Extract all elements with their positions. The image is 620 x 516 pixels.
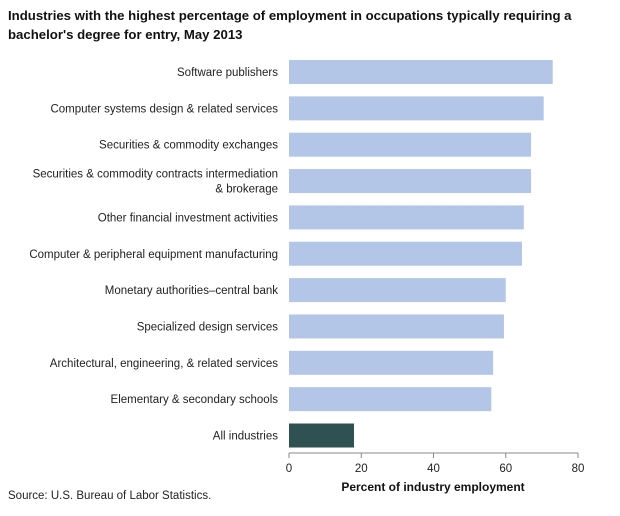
x-tick-label: 60 — [499, 463, 512, 475]
x-tick-label: 20 — [355, 463, 368, 475]
category-label-2: Computer systems design & related servic… — [50, 103, 278, 115]
bar-11 — [289, 423, 355, 448]
category-label-7: Monetary authorities–central bank — [105, 285, 278, 297]
bar-2 — [289, 96, 544, 121]
x-axis-title: Percent of industry employment — [341, 480, 524, 494]
bar-9 — [289, 350, 494, 375]
bar-8 — [289, 314, 504, 339]
bar-5 — [289, 205, 524, 230]
category-label-10: Elementary & secondary schools — [111, 394, 279, 406]
category-label-4: Securities & commodity contracts interme… — [33, 169, 278, 196]
category-label-6: Computer & peripheral equipment manufact… — [29, 249, 278, 261]
category-label-11: All industries — [213, 431, 278, 443]
category-label-3: Securities & commodity exchanges — [99, 140, 278, 152]
x-ticks: 0 20 40 60 80 — [286, 453, 585, 475]
bar-4 — [289, 169, 532, 194]
bar-6 — [289, 241, 523, 266]
category-label-1: Software publishers — [177, 67, 278, 79]
category-label-9: Architectural, engineering, & related se… — [50, 358, 278, 370]
bar-10 — [289, 387, 492, 412]
category-labels: Software publishers Computer systems desi… — [29, 67, 278, 443]
chart-title: Industries with the highest percentage o… — [8, 8, 572, 42]
bar-3 — [289, 132, 532, 157]
x-tick-label: 40 — [427, 463, 440, 475]
category-label-5: Other financial investment activities — [98, 212, 278, 224]
bars-group — [289, 60, 553, 448]
bar-7 — [289, 278, 506, 303]
category-label-8: Specialized design services — [137, 321, 279, 333]
source-note: Source: U.S. Bureau of Labor Statistics. — [8, 490, 212, 502]
bar-1 — [289, 60, 553, 84]
x-tick-label: 80 — [572, 463, 585, 475]
x-tick-label: 0 — [286, 463, 292, 475]
